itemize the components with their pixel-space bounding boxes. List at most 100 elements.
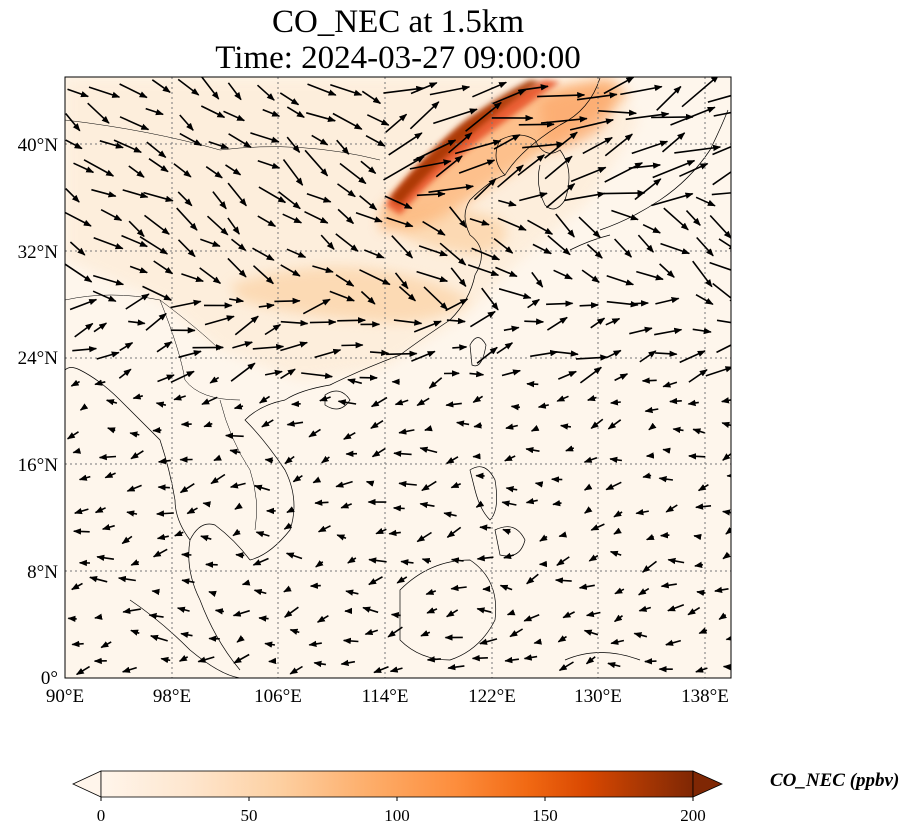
wind-arrow <box>398 286 416 302</box>
wind-arrow <box>261 419 274 428</box>
wind-arrow <box>546 316 568 331</box>
wind-arrow <box>662 447 671 454</box>
wind-arrow <box>445 401 462 408</box>
wind-arrow <box>534 481 544 488</box>
wind-arrow <box>274 297 301 305</box>
wind-arrow <box>421 480 437 492</box>
wind-arrow <box>72 346 98 353</box>
wind-arrow <box>447 663 465 671</box>
wind-arrow <box>366 114 390 126</box>
wind-arrow <box>157 484 170 491</box>
wind-arrow <box>439 242 467 266</box>
wind-arrow <box>74 508 89 515</box>
wind-arrow <box>641 377 657 384</box>
wind-arrow <box>504 656 519 664</box>
wind-arrow <box>200 238 221 247</box>
wind-arrow <box>590 523 605 531</box>
wind-arrow <box>373 666 389 674</box>
wind-arrow <box>370 420 384 429</box>
wind-arrow <box>341 341 364 349</box>
wind-arrow <box>212 191 227 210</box>
wind-arrow <box>65 188 80 203</box>
wind-arrow <box>389 666 403 673</box>
wind-arrow <box>312 265 334 274</box>
wind-arrow <box>582 136 613 155</box>
wind-arrow <box>390 612 401 619</box>
wind-arrow <box>88 86 121 98</box>
colorbar-extend-min <box>72 770 102 798</box>
wind-arrow <box>553 269 573 280</box>
wind-arrow <box>174 530 184 537</box>
wind-arrow <box>530 424 540 432</box>
wind-arrow <box>320 234 335 250</box>
wind-arrow <box>92 290 117 303</box>
wind-arrow <box>555 213 575 238</box>
wind-arrow <box>476 554 494 562</box>
wind-arrow <box>208 140 230 149</box>
wind-arrow <box>560 423 572 430</box>
wind-arrow <box>590 418 604 430</box>
wind-arrow <box>312 476 322 484</box>
wind-arrow <box>384 195 413 210</box>
wind-arrow <box>179 114 194 131</box>
wind-arrow <box>151 588 160 596</box>
wind-arrow <box>230 362 256 382</box>
wind-arrow <box>614 587 625 595</box>
wind-arrow <box>613 527 622 535</box>
wind-arrow <box>129 265 148 274</box>
wind-arrow <box>315 560 324 568</box>
wind-arrow <box>329 290 355 302</box>
wind-arrow <box>339 162 367 185</box>
lon-tick: 90°E <box>46 686 84 707</box>
wind-arrow <box>493 237 514 254</box>
wind-arrow <box>337 317 366 324</box>
wind-arrow <box>291 400 301 408</box>
wind-arrow <box>435 155 463 178</box>
wind-arrow <box>280 368 296 380</box>
wind-arrow <box>445 298 469 312</box>
wind-arrow <box>342 637 359 645</box>
wind-arrow <box>523 654 538 661</box>
wind-arrow <box>292 474 303 483</box>
wind-arrow <box>603 77 635 95</box>
wind-arrow <box>524 318 545 325</box>
wind-arrow <box>89 576 108 583</box>
wind-arrow <box>454 139 502 155</box>
wind-arrow <box>586 243 603 259</box>
wind-arrow <box>411 350 436 362</box>
wind-arrow <box>607 661 621 669</box>
wind-arrow <box>316 615 329 623</box>
wind-arrow <box>644 658 657 665</box>
wind-arrow <box>458 159 496 174</box>
wind-arrow <box>473 422 482 429</box>
wind-arrow <box>588 554 599 562</box>
wind-arrow <box>587 395 597 402</box>
colorbar-gradient <box>100 770 694 798</box>
wind-arrow <box>421 557 432 565</box>
wind-arrow <box>651 113 694 121</box>
wind-arrow <box>286 248 307 259</box>
wind-arrow <box>75 665 91 676</box>
wind-arrow <box>143 191 174 202</box>
wind-arrow <box>286 420 304 427</box>
wind-arrow <box>170 299 202 309</box>
wind-arrow <box>638 605 652 612</box>
wind-arrow <box>98 453 117 461</box>
wind-arrow <box>479 638 498 645</box>
wind-arrow <box>472 81 508 98</box>
wind-arrow <box>501 500 517 507</box>
wind-arrow <box>660 582 677 589</box>
wind-arrow <box>314 499 329 506</box>
wind-arrow <box>545 183 576 209</box>
wind-arrow <box>674 144 722 154</box>
wind-arrow <box>713 111 731 117</box>
wind-arrow <box>213 454 222 462</box>
wind-arrow <box>200 535 212 542</box>
wind-arrow <box>393 319 423 326</box>
colorbar-tick: 50 <box>241 806 258 825</box>
wind-arrow <box>370 396 388 408</box>
wind-arrow <box>144 214 170 235</box>
wind-arrow <box>304 210 329 224</box>
wind-arrow <box>709 214 731 239</box>
wind-arrow <box>663 207 689 231</box>
